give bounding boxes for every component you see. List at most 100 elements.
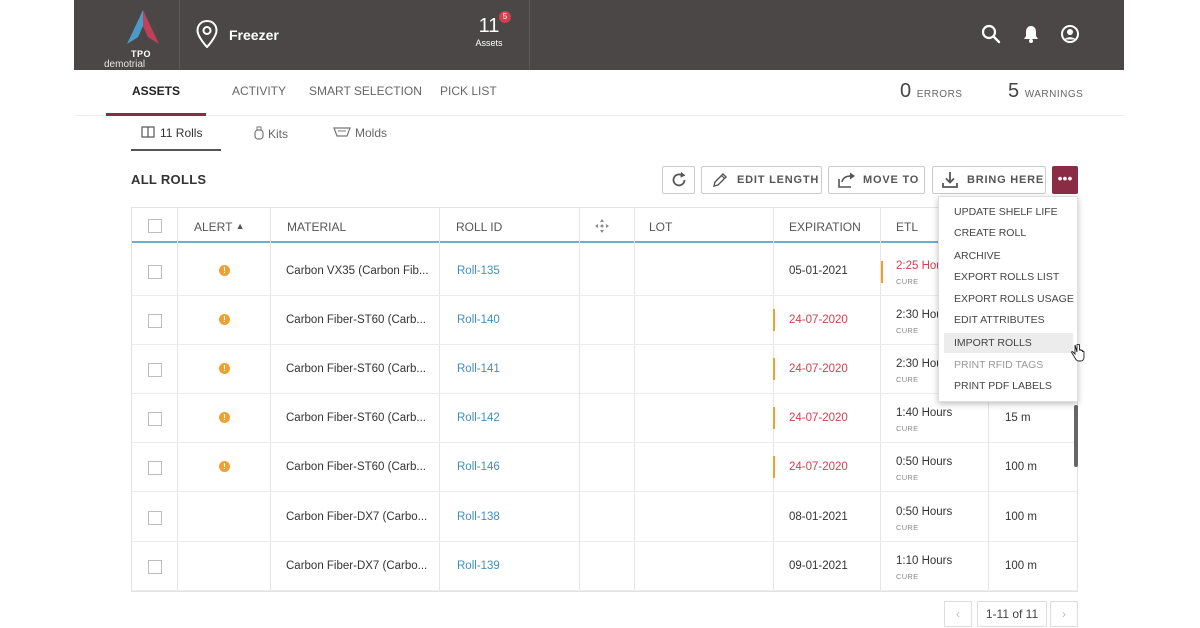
menu-item-update-shelf-life[interactable]: UPDATE SHELF LIFE [954,206,1058,218]
menu-item-print-rfid-tags[interactable]: PRINT RFID TAGS [954,359,1044,371]
table-scrollbar[interactable] [1074,405,1078,467]
subtab-rolls[interactable]: 11 Rolls [141,126,202,140]
tab-smart-selection[interactable]: SMART SELECTION [309,84,422,98]
roll-id-link[interactable]: Roll-142 [457,412,500,424]
subtab-molds-label: Molds [355,126,388,140]
length-cell: 100 m [1005,511,1037,523]
expiration-warning-marker [773,407,775,429]
errors-stat[interactable]: 0 ERRORS [900,80,962,103]
row-checkbox[interactable] [148,412,162,426]
column-alert-label: ALERT [194,220,233,234]
download-icon [942,172,958,188]
roll-id-link[interactable]: Roll-135 [457,265,500,277]
etl-warning-marker [881,261,883,283]
column-alert[interactable]: ALERT ▲ [194,220,245,234]
location-selector[interactable]: Freezer [180,0,530,70]
edit-length-button[interactable]: EDIT LENGTH [701,166,822,194]
material-cell: Carbon Fiber-DX7 (Carbo... [286,560,428,572]
column-settings-icon[interactable] [595,219,609,233]
expiration-warning-marker [773,456,775,478]
length-cell: 100 m [1005,461,1037,473]
hand-cursor-icon [1071,344,1085,362]
column-divider [579,208,580,591]
section-title: ALL ROLLS [131,172,207,187]
row-checkbox[interactable] [148,560,162,574]
row-checkbox[interactable] [148,363,162,377]
table-header: ALERT ▲ MATERIAL ROLL ID LOT EXPIRATION … [132,208,1077,243]
table-row[interactable]: ! Carbon Fiber-ST60 (Carb... Roll-142 24… [132,394,1077,443]
menu-item-import-rolls[interactable]: IMPORT ROLLS [944,333,1073,353]
location-name: Freezer [229,27,279,43]
column-divider [439,208,440,591]
menu-item-export-rolls-usage[interactable]: EXPORT ROLLS USAGE [954,293,1074,305]
subtab-molds[interactable]: Molds [333,126,387,140]
rolls-table: ALERT ▲ MATERIAL ROLL ID LOT EXPIRATION … [131,207,1078,592]
subtab-kits[interactable]: Kits [253,126,288,141]
warning-icon: ! [219,412,230,423]
tab-activity[interactable]: ACTIVITY [232,84,287,98]
assets-label: Assets [475,38,503,48]
bring-here-button[interactable]: BRING HERE [932,166,1046,194]
refresh-button[interactable] [662,166,695,194]
material-cell: Carbon Fiber-ST60 (Carb... [286,461,426,473]
tab-pick-list[interactable]: PICK LIST [440,84,497,98]
roll-id-link[interactable]: Roll-141 [457,363,500,375]
column-expiration[interactable]: EXPIRATION [789,220,861,234]
row-checkbox[interactable] [148,511,162,525]
table-row[interactable]: ! Carbon VX35 (Carbon Fib... Roll-135 05… [132,247,1077,296]
kit-icon [254,126,264,140]
menu-item-export-rolls-list[interactable]: EXPORT ROLLS LIST [954,271,1060,283]
expiration-cell: 24-07-2020 [789,461,848,473]
warnings-stat[interactable]: 5 WARNINGS [1008,80,1083,103]
material-cell: Carbon Fiber-ST60 (Carb... [286,363,426,375]
table-row[interactable]: ! Carbon Fiber-ST60 (Carb... Roll-140 24… [132,296,1077,345]
menu-item-archive[interactable]: ARCHIVE [954,250,1001,262]
user-account-icon[interactable] [1060,24,1080,44]
previous-page-button[interactable]: ‹ [944,601,972,627]
edit-length-label: EDIT LENGTH [737,174,820,186]
table-row[interactable]: Carbon Fiber-DX7 (Carbo... Roll-138 08-0… [132,493,1077,542]
row-checkbox[interactable] [148,461,162,475]
menu-item-print-pdf-labels[interactable]: PRINT PDF LABELS [954,380,1052,392]
tab-assets[interactable]: ASSETS [132,84,181,98]
expiration-cell: 24-07-2020 [789,314,848,326]
table-row[interactable]: ! Carbon Fiber-ST60 (Carb... Roll-146 24… [132,443,1077,492]
select-all-checkbox[interactable] [148,219,162,233]
column-roll-id[interactable]: ROLL ID [456,220,503,234]
errors-label: ERRORS [916,89,963,100]
roll-id-link[interactable]: Roll-139 [457,560,500,572]
etl-sub-label: CURE [896,473,919,482]
roll-id-link[interactable]: Roll-146 [457,461,500,473]
column-lot[interactable]: LOT [649,220,673,234]
logo[interactable]: TPO demotrial [74,0,180,70]
warnings-count: 5 [1008,80,1020,102]
next-page-button[interactable]: › [1050,601,1078,627]
etl-cell: 0:50 Hours [896,506,953,518]
table-row[interactable]: ! Carbon Fiber-ST60 (Carb... Roll-141 24… [132,345,1077,394]
search-icon[interactable] [981,24,1001,44]
row-checkbox[interactable] [148,314,162,328]
table-row[interactable]: Carbon Fiber-DX7 (Carbo... Roll-139 09-0… [132,542,1077,591]
roll-id-link[interactable]: Roll-138 [457,511,500,523]
column-material[interactable]: MATERIAL [287,220,347,234]
etl-sub-label: CURE [896,375,919,384]
roll-id-link[interactable]: Roll-140 [457,314,500,326]
active-tab-indicator [106,113,206,116]
menu-item-edit-attributes[interactable]: EDIT ATTRIBUTES [954,314,1045,326]
bell-icon[interactable] [1021,24,1041,44]
length-cell: 100 m [1005,560,1037,572]
menu-item-create-roll[interactable]: CREATE ROLL [954,227,1027,239]
row-checkbox[interactable] [148,265,162,279]
etl-cell: 1:40 Hours [896,407,953,419]
location-pin-icon [196,20,218,48]
move-to-button[interactable]: MOVE TO [828,166,925,194]
column-etl[interactable]: ETL [896,220,919,234]
tenant-name: demotrial [104,59,146,70]
material-cell: Carbon Fiber-ST60 (Carb... [286,314,426,326]
warning-icon: ! [219,314,230,325]
expiration-warning-marker [773,309,775,331]
assets-counter[interactable]: 11 5 Assets [464,11,514,48]
expiration-cell: 24-07-2020 [789,363,848,375]
top-header: TPO demotrial Freezer 11 5 Assets [74,0,1124,70]
more-actions-button[interactable]: ••• [1052,166,1078,194]
